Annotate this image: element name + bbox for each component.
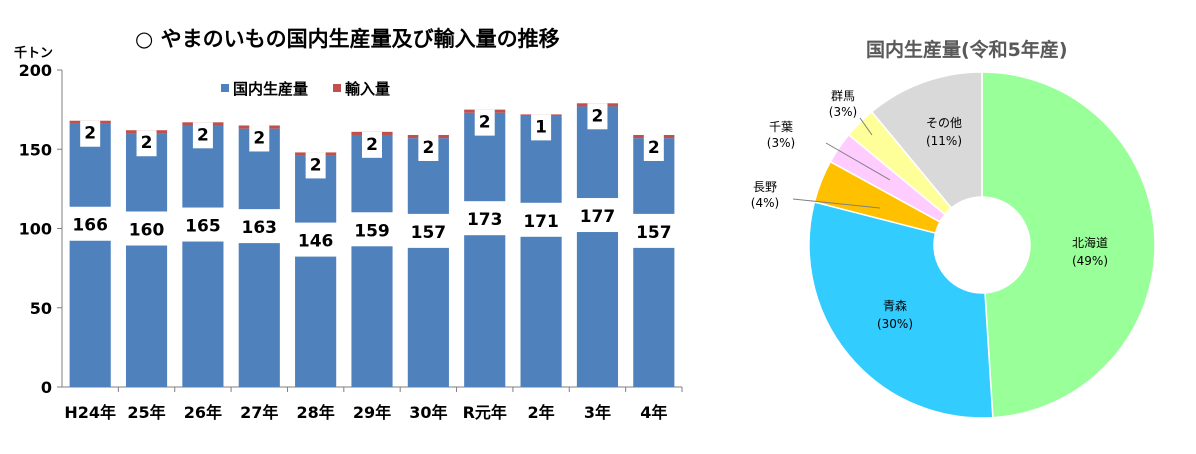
data-label-domestic: 166 [72, 216, 108, 236]
y-tick-label: 50 [30, 299, 52, 318]
x-tick-label: H24年 [64, 403, 116, 422]
bar-domestic [295, 155, 337, 387]
data-label-box [418, 134, 439, 161]
y-tick-label: 150 [19, 140, 52, 159]
data-label-box [351, 212, 393, 247]
pie-slice-pct: (30%) [877, 317, 913, 331]
legend-label-import: 輸入量 [345, 80, 390, 98]
data-label-domestic: 171 [523, 212, 559, 232]
y-tick-label: 200 [19, 61, 52, 80]
x-tick-label: R元年 [463, 403, 507, 422]
data-label-box [362, 131, 382, 158]
data-label-domestic: 146 [298, 232, 334, 252]
legend-label-domestic: 国内生産量 [233, 80, 308, 98]
bar-domestic [69, 123, 111, 387]
data-label-box [531, 114, 552, 141]
data-label-import: 2 [141, 133, 153, 153]
pie-leader-line [792, 198, 881, 209]
data-label-import: 2 [197, 125, 209, 145]
x-tick-label: 25年 [127, 403, 165, 422]
y-tick-label: 0 [41, 378, 52, 397]
bar-domestic [351, 134, 393, 387]
pie-slice-label: 青森 [883, 298, 907, 313]
data-label-box [238, 209, 281, 244]
x-tick-label: 4年 [640, 403, 667, 422]
data-label-box [474, 109, 495, 136]
pie-slice-pct: (4%) [751, 196, 779, 210]
pie-slice-label: 北海道 [1072, 235, 1108, 250]
bar-domestic [238, 128, 280, 387]
data-label-box [463, 201, 506, 236]
data-label-import: 2 [648, 138, 660, 158]
pie-slice-pct: (11%) [926, 134, 962, 148]
data-label-domestic: 157 [411, 223, 447, 243]
data-label-import: 2 [84, 124, 96, 144]
pie-slice-pct: (3%) [767, 136, 795, 150]
pie-chart-title: 国内生産量(令和5年産) [866, 38, 1068, 61]
data-label-box [249, 125, 270, 152]
pie-slice [981, 71, 1156, 419]
bar-domestic [576, 106, 619, 387]
data-label-import: 2 [253, 128, 265, 148]
legend-swatch-domestic [221, 84, 229, 92]
data-label-box [80, 120, 101, 147]
legend-swatch-import [333, 84, 341, 92]
y-tick-label: 100 [19, 220, 52, 239]
data-label-box [520, 202, 563, 237]
data-label-box [69, 206, 112, 241]
data-label-domestic: 160 [129, 221, 165, 241]
pie-slice [808, 201, 994, 419]
bar-domestic [464, 112, 506, 388]
bar-legend: 国内生産量 輸入量 [221, 80, 390, 98]
data-label-domestic: 173 [467, 210, 503, 230]
pie-leader-line [859, 117, 873, 136]
data-label-box [181, 207, 224, 242]
data-label-domestic: 157 [636, 223, 672, 243]
data-label-box [136, 130, 157, 157]
data-label-box [305, 152, 326, 179]
x-tick-label: 30年 [409, 403, 447, 422]
x-tick-label: 3年 [584, 403, 611, 422]
data-label-import: 2 [310, 155, 322, 175]
bar-domestic [125, 133, 168, 387]
data-label-box [632, 213, 675, 248]
pie-slice [870, 71, 983, 210]
data-label-box [587, 103, 608, 130]
data-label-import: 2 [479, 113, 491, 133]
bar-domestic [520, 115, 562, 387]
data-label-domestic: 163 [242, 218, 278, 238]
pie-slice-label: 長野 [753, 180, 777, 194]
bar-domestic [633, 138, 675, 387]
x-tick-label: 27年 [240, 403, 278, 422]
y-axis-unit-label: 千トン [14, 45, 53, 61]
pie-leader-line [825, 142, 891, 181]
data-label-import: 1 [535, 117, 547, 137]
data-label-box [294, 222, 337, 257]
x-tick-label: 26年 [184, 403, 222, 422]
bar-domestic [182, 125, 224, 387]
pie-slice-label: 千葉 [769, 120, 793, 134]
pie-slice-label: その他 [926, 116, 962, 130]
data-label-import: 2 [422, 138, 434, 158]
bar-domestic [407, 138, 449, 387]
data-label-box [576, 198, 619, 233]
pie-slice-pct: (49%) [1072, 254, 1108, 268]
x-tick-label: 29年 [353, 403, 391, 422]
x-tick-label: 2年 [528, 403, 555, 422]
pie-slice-pct: (3%) [829, 105, 857, 119]
data-label-domestic: 177 [580, 207, 616, 227]
data-label-box [125, 211, 168, 246]
x-tick-label: 28年 [296, 403, 334, 422]
data-label-domestic: 165 [185, 217, 221, 237]
data-label-domestic: 159 [354, 221, 390, 241]
data-label-box [407, 213, 450, 248]
data-label-import: 2 [592, 106, 604, 126]
data-label-import: 2 [366, 135, 378, 155]
pie-slice-label: 群馬 [831, 89, 855, 103]
data-label-box [192, 122, 213, 149]
bar-chart-title: ○ やまのいもの国内生産量及び輸入量の推移 [135, 27, 560, 51]
data-label-box [643, 134, 664, 161]
